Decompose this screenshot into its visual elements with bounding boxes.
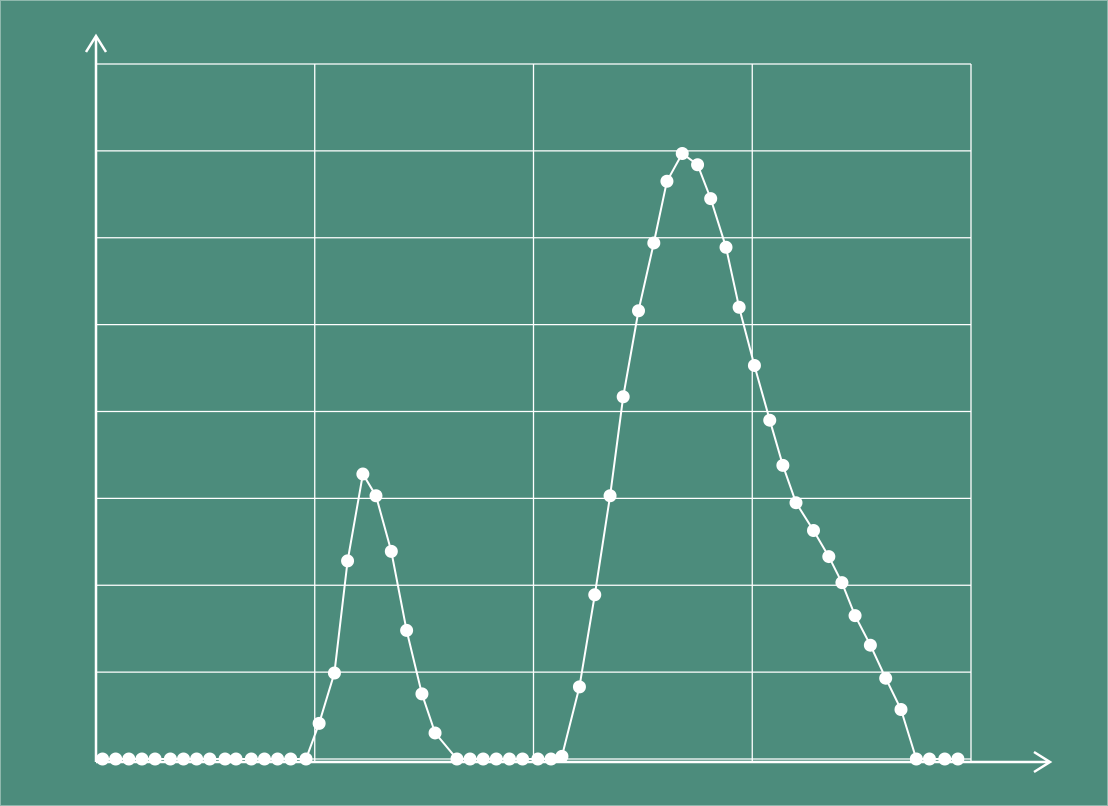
point [835,576,849,590]
point [848,609,862,623]
point [675,146,689,160]
x-axis-arrow [1033,750,1053,774]
y-axis-arrow [84,33,108,53]
point [327,666,341,680]
point [356,467,370,481]
plot [96,146,965,766]
point [572,680,586,694]
point [163,752,177,766]
point [894,702,908,716]
point [384,544,398,558]
point [244,752,258,766]
point [879,671,893,685]
point [271,752,285,766]
point [476,752,490,766]
point [747,358,761,372]
point [951,752,965,766]
point [148,752,162,766]
point [450,752,464,766]
point [691,158,705,172]
point [109,752,123,766]
point [555,749,569,763]
point [415,687,429,701]
grid [95,63,972,762]
point [284,752,298,766]
point [489,752,503,766]
point [632,304,645,318]
point [190,752,204,766]
point [776,458,790,472]
point [428,726,442,740]
point [763,413,777,427]
point [789,496,803,510]
point [502,752,516,766]
point [909,752,923,766]
point [732,300,746,314]
point [531,752,545,766]
point [299,752,313,766]
point [719,240,733,254]
point [922,752,936,766]
point [704,192,718,206]
point [588,588,602,602]
point [516,752,530,766]
point [938,752,952,766]
point [463,752,477,766]
point [369,489,383,503]
point [218,752,232,766]
point [822,550,836,564]
point [96,752,110,766]
point [341,554,355,568]
point [229,752,243,766]
point [647,236,661,250]
point [863,638,877,652]
point [122,752,136,766]
point [312,716,326,730]
point [807,524,820,538]
point [135,752,149,766]
point [203,752,217,766]
point [257,752,271,766]
point [177,752,190,766]
point [544,752,558,766]
point [400,623,414,637]
point [660,174,674,188]
point [603,489,617,503]
point [616,390,630,404]
